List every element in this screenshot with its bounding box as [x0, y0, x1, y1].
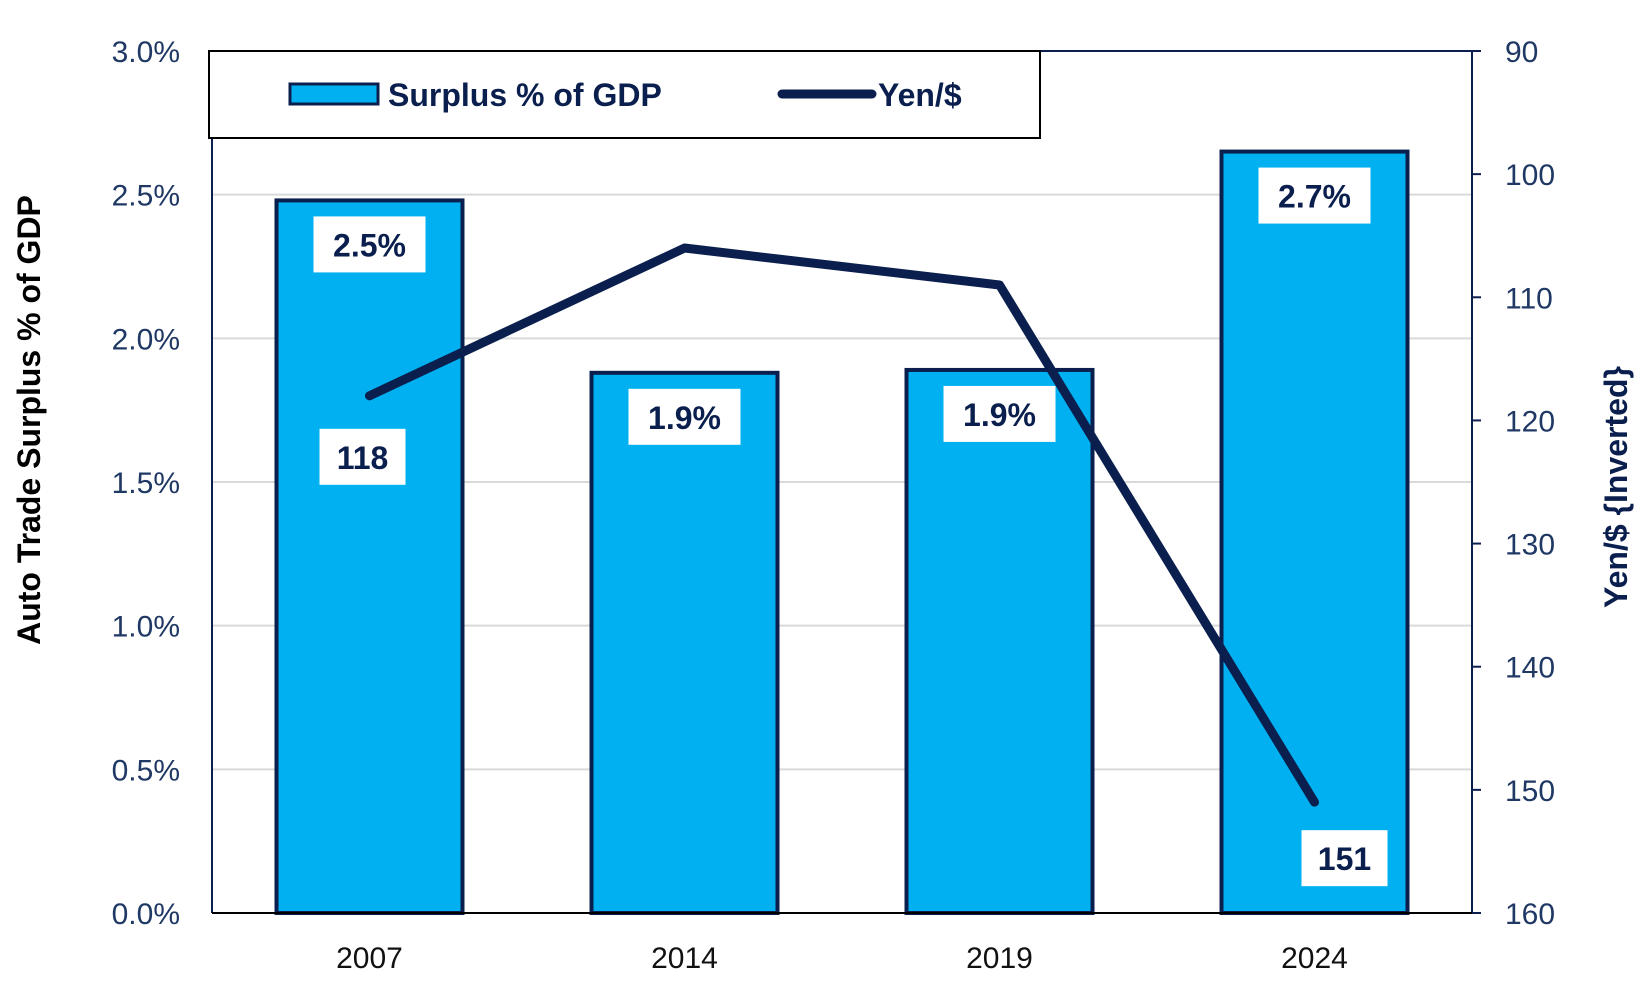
right-tick-label: 150: [1505, 775, 1555, 808]
bar-data-label-bg: [628, 388, 741, 445]
bar: [904, 367, 1095, 915]
line-data-label: 151: [1318, 841, 1371, 877]
left-tick-label: 0.0%: [112, 898, 180, 931]
line-data-label-bg: [1301, 830, 1388, 887]
left-tick-label: 2.0%: [112, 323, 180, 356]
line-data-label-bg: [319, 428, 406, 485]
right-axis-ticks: 90 100 110 120 130 140 150 160: [1472, 36, 1555, 931]
left-axis-ticks: 0.0% 0.5% 1.0% 1.5% 2.0% 2.5% 3.0%: [112, 36, 180, 931]
bar-data-label-bg: [313, 216, 426, 273]
right-tick-label: 100: [1505, 159, 1555, 192]
x-axis-ticks: 2007 2014 2019 2024: [336, 942, 1348, 975]
line-data-label: 118: [337, 440, 389, 476]
bar: [589, 370, 780, 915]
bar-data-label-bg: [1258, 167, 1371, 224]
right-tick-label: 110: [1505, 282, 1553, 315]
bar-data-label-bg: [943, 385, 1056, 442]
right-tick-label: 120: [1505, 405, 1555, 438]
bar-data-label: 1.9%: [648, 400, 721, 436]
left-tick-label: 1.5%: [112, 467, 180, 500]
legend: Surplus % of GDP Yen/$: [208, 50, 1041, 139]
legend-swatch-bar: [288, 82, 380, 106]
left-tick-label: 0.5%: [112, 754, 180, 787]
left-axis-title: Auto Trade Surplus % of GDP: [11, 195, 47, 645]
legend-label-bar: Surplus % of GDP: [388, 77, 662, 113]
bar-data-label: 1.9%: [963, 397, 1036, 433]
right-axis-title: Yen/$ {Inverted}: [1598, 366, 1634, 608]
left-tick-label: 2.5%: [112, 180, 180, 213]
left-tick-label: 3.0%: [112, 36, 180, 69]
line-series: [365, 243, 1319, 807]
bar-series: [274, 149, 1410, 916]
legend-label-line: Yen/$: [878, 77, 962, 113]
bar-data-label: 2.7%: [1278, 179, 1351, 215]
bar-data-label: 2.5%: [333, 227, 406, 263]
bar: [274, 198, 465, 915]
x-tick-label: 2014: [651, 942, 718, 975]
data-labels: 2.5% 1.9% 1.9% 2.7% 118 151: [313, 167, 1388, 887]
x-tick-label: 2007: [336, 942, 403, 975]
bar: [1219, 149, 1410, 916]
right-tick-label: 90: [1505, 36, 1538, 69]
x-tick-label: 2019: [966, 942, 1033, 975]
right-tick-label: 140: [1505, 652, 1555, 685]
yen-line: [365, 243, 1319, 807]
left-tick-label: 1.0%: [112, 611, 180, 644]
x-tick-label: 2024: [1281, 942, 1348, 975]
right-tick-label: 160: [1505, 898, 1555, 931]
right-tick-label: 130: [1505, 529, 1555, 562]
